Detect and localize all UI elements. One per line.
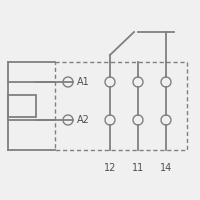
Text: A2: A2 [77, 115, 90, 125]
Bar [8, 95, 36, 117]
Text: 14: 14 [160, 163, 172, 173]
Text: 11: 11 [132, 163, 144, 173]
Text: 12: 12 [104, 163, 116, 173]
Bar [55, 62, 187, 150]
Text: A1: A1 [77, 77, 90, 87]
